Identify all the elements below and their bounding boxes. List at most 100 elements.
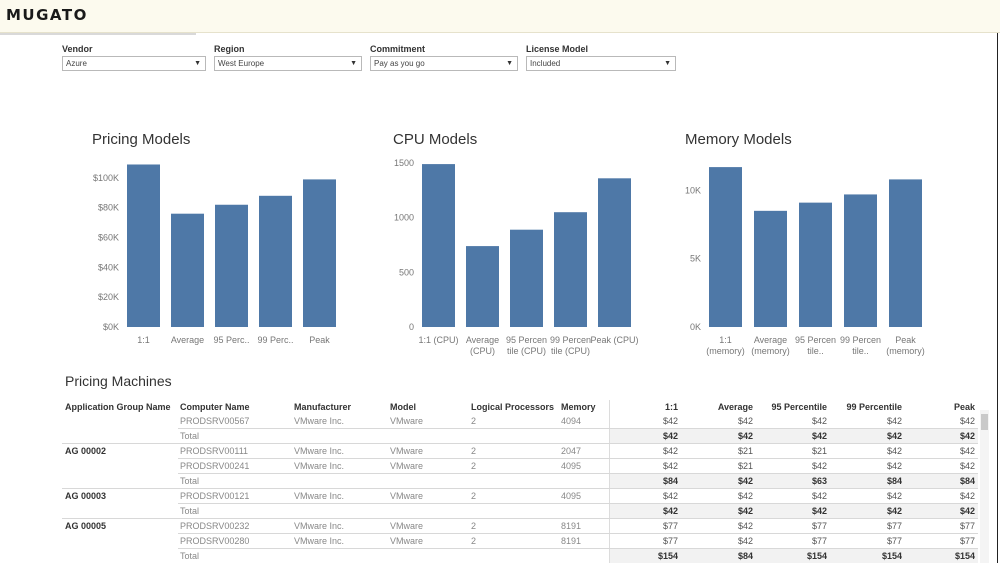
y-tick-label: 10K (685, 185, 701, 195)
x-tick-label: Average (memory) (751, 335, 790, 356)
vendor-dropdown[interactable]: Azure ▼ (62, 56, 206, 71)
row-divider (178, 473, 978, 474)
row-divider (178, 428, 978, 429)
bar-1[interactable] (127, 164, 160, 327)
table-total-row[interactable]: Total $154 $84 $154 $154 $154 (0, 549, 990, 563)
scrollbar-thumb[interactable] (981, 414, 988, 430)
manufacturer-cell: VMware Inc. (294, 521, 345, 531)
model-cell (390, 549, 465, 563)
app-group-cell (65, 414, 175, 429)
filter-label: Region (214, 44, 245, 54)
bar-2[interactable] (466, 246, 499, 327)
table-total-row[interactable]: Total $42 $42 $42 $42 $42 (0, 504, 990, 519)
memory-cell (561, 474, 606, 489)
table-row[interactable]: PRODSRV00241 VMware Inc. VMware 2 4095 $42 $21… (0, 459, 990, 474)
value-99-percentile-cell: $42 (886, 506, 902, 516)
x-tick-label: 95 Percen tile (CPU) (506, 335, 547, 356)
model-cell: VMware (390, 446, 424, 456)
model-cell: VMware (390, 536, 424, 546)
col-header-99-percentile[interactable]: 99 Percentile (846, 402, 902, 412)
x-tick-label: Average (171, 335, 204, 345)
model-cell: VMware (390, 416, 424, 426)
table-scrollbar[interactable] (980, 410, 989, 563)
caret-down-icon: ▼ (664, 60, 671, 67)
bar-1[interactable] (422, 164, 455, 327)
bar-3[interactable] (215, 204, 248, 327)
col-header-average[interactable]: Average (717, 402, 753, 412)
commitment-dropdown[interactable]: Pay as you go ▼ (370, 56, 518, 71)
value-95-percentile-cell: $63 (811, 476, 827, 486)
bar-4[interactable] (844, 194, 877, 327)
bar-5[interactable] (598, 178, 631, 327)
logical-processors-cell: 2 (471, 461, 477, 471)
column-divider (609, 400, 610, 563)
bar-5[interactable] (303, 179, 336, 327)
value-1-1-cell: $42 (662, 416, 678, 426)
region-filter: Region West Europe ▼ (214, 43, 362, 71)
table-total-row[interactable]: Total $42 $42 $42 $42 $42 (0, 429, 990, 444)
manufacturer-cell: VMware Inc. (294, 461, 345, 471)
col-header-logical-processors[interactable]: Logical Processors (471, 402, 555, 412)
region-dropdown[interactable]: West Europe ▼ (214, 56, 362, 71)
col-header-1-1[interactable]: 1:1 (664, 402, 678, 412)
selected-value: Pay as you go (374, 59, 425, 68)
caret-down-icon: ▼ (350, 60, 357, 67)
table-row[interactable]: PRODSRV00280 VMware Inc. VMware 2 8191 $77 $42… (0, 534, 990, 549)
logical-processors-cell: 2 (471, 521, 477, 531)
chart-title-memory: Memory Models (685, 131, 792, 148)
pricing-models-chart[interactable]: $0K $20K $40K $60K $80K $100K 1:1 Average 95 Per… (0, 150, 345, 365)
chart-title-cpu: CPU Models (393, 131, 478, 148)
app-logo[interactable]: MUGATO (6, 6, 88, 24)
computer-name-cell: Total (180, 476, 200, 486)
value-peak-cell: $42 (959, 431, 975, 441)
table-row[interactable]: AG 00002 PRODSRV00111 VMware Inc. VMware 2 20… (0, 444, 990, 459)
row-divider (178, 458, 978, 459)
table-total-row[interactable]: Total $84 $42 $63 $84 $84 (0, 474, 990, 489)
table-row[interactable]: AG 00003 PRODSRV00121 VMware Inc. VMware 2 40… (0, 489, 990, 504)
bar-3[interactable] (510, 229, 543, 327)
x-tick-label: Peak (CPU) (590, 335, 638, 345)
value-peak-cell: $84 (959, 476, 975, 486)
manufacturer-cell (294, 549, 384, 563)
col-header-model[interactable]: Model (390, 402, 416, 412)
bar-4[interactable] (259, 195, 292, 327)
app-group-cell: AG 00003 (65, 491, 107, 501)
col-header-95-percentile[interactable]: 95 Percentile (771, 402, 827, 412)
value-99-percentile-cell: $77 (886, 521, 902, 531)
app-group-cell (65, 429, 175, 444)
col-header-manufacturer[interactable]: Manufacturer (294, 402, 352, 412)
model-cell: VMware (390, 461, 424, 471)
model-cell: VMware (390, 491, 424, 501)
col-header-app-group[interactable]: Application Group Name (65, 402, 171, 412)
col-header-computer-name[interactable]: Computer Name (180, 402, 250, 412)
value-99-percentile-cell: $154 (881, 551, 902, 561)
cpu-models-chart[interactable]: 0 500 1000 1500 1:1 (CPU) Average (CPU) 95 Perc… (345, 150, 645, 365)
filter-label: Vendor (62, 44, 93, 54)
app-group-cell (65, 534, 175, 549)
table-row[interactable]: PRODSRV00567 VMware Inc. VMware 2 4094 $42 $42… (0, 414, 990, 429)
y-tick-label: $100K (93, 173, 119, 183)
bar-3[interactable] (799, 202, 832, 327)
bar-4[interactable] (554, 212, 587, 327)
x-tick-label: 1:1 (memory) (706, 335, 745, 356)
bar-5[interactable] (889, 179, 922, 327)
table-row[interactable]: AG 00005 PRODSRV00232 VMware Inc. VMware 2 81… (0, 519, 990, 534)
bar-1[interactable] (709, 167, 742, 327)
value-1-1-cell: $154 (657, 551, 678, 561)
x-tick-label: 99 Percen tile (CPU) (550, 335, 591, 356)
memory-cell (561, 429, 606, 444)
value-average-cell: $42 (737, 521, 753, 531)
license-model-dropdown[interactable]: Included ▼ (526, 56, 676, 71)
col-header-peak[interactable]: Peak (953, 402, 975, 412)
col-header-memory[interactable]: Memory (561, 402, 596, 412)
memory-models-chart[interactable]: 0K 5K 10K 1:1 (memory) Average (memory)95 Perc… (645, 150, 990, 365)
value-average-cell: $42 (737, 416, 753, 426)
bar-2[interactable] (754, 210, 787, 327)
memory-cell: 8191 (561, 536, 582, 546)
bar-2[interactable] (171, 213, 204, 327)
model-cell (390, 504, 465, 519)
value-peak-cell: $42 (959, 416, 975, 426)
top-bar: MUGATO (0, 0, 1000, 33)
value-peak-cell: $154 (954, 551, 975, 561)
x-tick-label: 1:1 (CPU) (418, 335, 458, 345)
